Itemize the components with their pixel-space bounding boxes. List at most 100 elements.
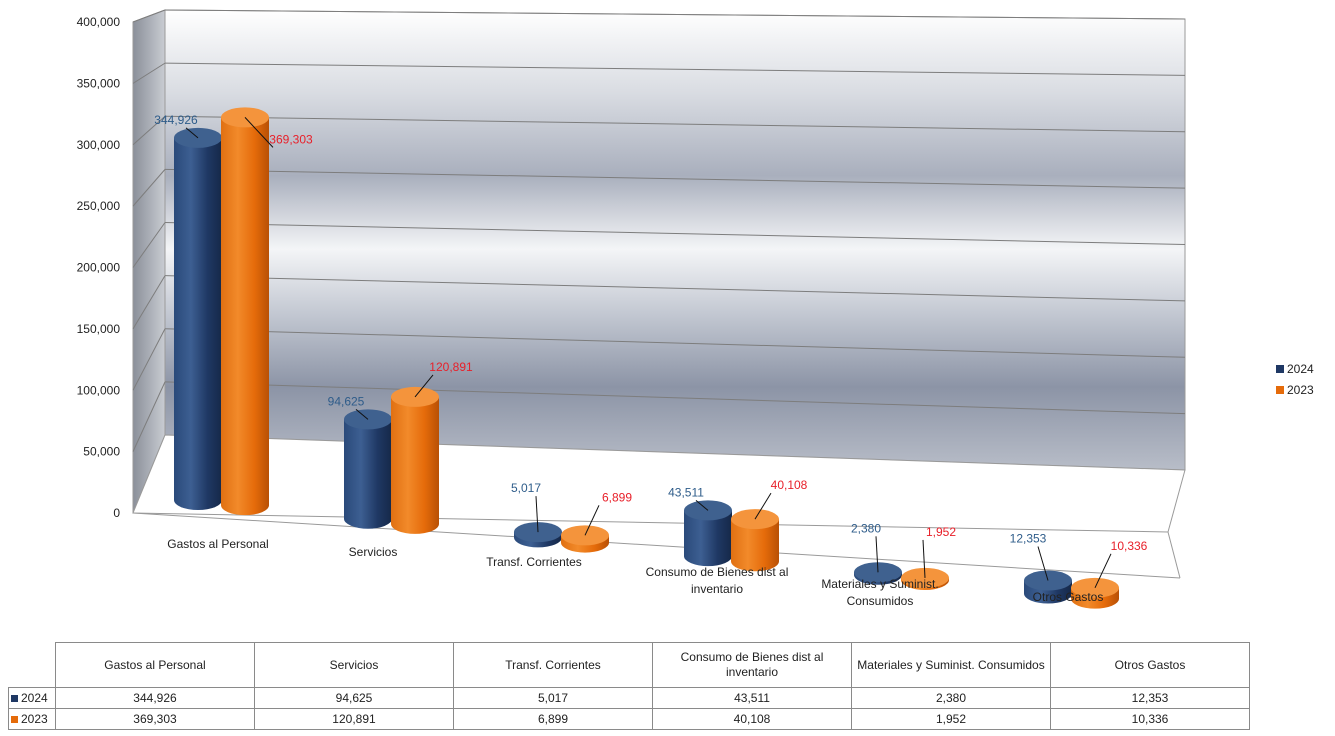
series-name: 2023 bbox=[21, 712, 48, 726]
floor-edge bbox=[1167, 531, 1181, 579]
bar-2024 bbox=[344, 419, 392, 529]
leader-line bbox=[584, 505, 600, 536]
y-tick-label: 150,000 bbox=[77, 322, 121, 336]
legend-item-2023: 2023 bbox=[1276, 379, 1314, 400]
gridline bbox=[164, 222, 1186, 245]
data-label-2024: 344,926 bbox=[154, 113, 198, 127]
legend-swatch-2023 bbox=[1276, 385, 1284, 394]
gridline bbox=[164, 62, 1186, 76]
gridline-side bbox=[132, 62, 166, 84]
table-row: 2023 369,303 120,891 6,899 40,108 1,952 … bbox=[8, 708, 1250, 730]
leader-line bbox=[535, 496, 539, 533]
series-swatch bbox=[11, 695, 18, 702]
table-cell: 5,017 bbox=[453, 687, 653, 709]
leader-line bbox=[1037, 546, 1049, 581]
gridline-side bbox=[132, 222, 166, 268]
bars bbox=[174, 107, 1119, 609]
x-axis-ticks: Gastos al Personal Servicios Transf. Corri… bbox=[167, 537, 1103, 608]
gridline bbox=[164, 275, 1186, 302]
gridline-side bbox=[132, 169, 166, 207]
table-header: Gastos al Personal bbox=[55, 642, 255, 688]
data-label-2024: 43,511 bbox=[668, 485, 704, 499]
gridline bbox=[164, 115, 1186, 133]
gridline bbox=[164, 9, 1186, 20]
data-label-2023: 6,899 bbox=[602, 490, 632, 504]
data-label-2024: 2,380 bbox=[851, 521, 881, 535]
table-cell: 40,108 bbox=[652, 708, 852, 730]
leader-line bbox=[695, 500, 709, 511]
data-label-2024: 94,625 bbox=[328, 394, 365, 408]
table-cell: 1,952 bbox=[851, 708, 1051, 730]
legend-item-2024: 2024 bbox=[1276, 358, 1314, 379]
table-header-row: Gastos al Personal Servicios Transf. Cor… bbox=[8, 642, 1250, 688]
bar-2024 bbox=[684, 510, 732, 567]
data-label-2023: 120,891 bbox=[429, 360, 473, 374]
gridline-side bbox=[132, 381, 166, 452]
leader-line bbox=[244, 117, 274, 148]
y-tick-label: 100,000 bbox=[77, 383, 121, 397]
series-cell-2023: 2023 bbox=[8, 708, 56, 730]
floor-front-edge bbox=[132, 512, 1181, 579]
table-corner bbox=[8, 642, 56, 688]
y-tick-label: 250,000 bbox=[77, 199, 121, 213]
y-tick-label: 0 bbox=[113, 506, 120, 520]
gridline-side bbox=[132, 115, 166, 146]
data-label-2023: 10,336 bbox=[1111, 539, 1148, 553]
data-label-2023: 40,108 bbox=[771, 478, 808, 492]
table-header: Transf. Corrientes bbox=[453, 642, 653, 688]
leader-line bbox=[875, 536, 879, 573]
leader-line bbox=[185, 127, 199, 139]
data-table: Gastos al Personal Servicios Transf. Cor… bbox=[8, 642, 1250, 730]
leader-line bbox=[754, 492, 772, 520]
table-cell: 6,899 bbox=[453, 708, 653, 730]
leader-line bbox=[355, 408, 369, 420]
data-label-2023: 369,303 bbox=[269, 132, 313, 146]
series-name: 2024 bbox=[21, 691, 48, 705]
y-tick-label: 350,000 bbox=[77, 76, 121, 90]
legend: 2024 2023 bbox=[1276, 358, 1314, 400]
table-cell: 369,303 bbox=[55, 708, 255, 730]
legend-swatch-2024 bbox=[1276, 364, 1284, 373]
gridline-side bbox=[132, 328, 166, 391]
table-header: Otros Gastos bbox=[1050, 642, 1250, 688]
leader-line bbox=[1094, 553, 1112, 589]
x-tick-label: Otros Gastos bbox=[1033, 590, 1104, 604]
chart-walls bbox=[132, 9, 1186, 579]
series-swatch bbox=[11, 716, 18, 723]
data-label-2024: 12,353 bbox=[1010, 532, 1047, 546]
x-tick-label: Consumo de Bienes dist al inventario bbox=[646, 565, 789, 596]
legend-label: 2024 bbox=[1287, 361, 1314, 376]
gridline-side bbox=[132, 275, 166, 330]
back-wall bbox=[164, 9, 1186, 471]
table-cell: 2,380 bbox=[851, 687, 1051, 709]
gridlines bbox=[132, 9, 1186, 452]
bar-2024 bbox=[174, 137, 222, 510]
x-tick-label: Transf. Corrientes bbox=[486, 555, 582, 569]
gridline bbox=[164, 381, 1186, 415]
bar-2023 bbox=[391, 396, 439, 534]
y-tick-label: 50,000 bbox=[83, 445, 120, 459]
y-tick-label: 400,000 bbox=[77, 15, 121, 29]
data-label-2023: 1,952 bbox=[926, 525, 956, 539]
table-cell: 344,926 bbox=[55, 687, 255, 709]
x-tick-label: Gastos al Personal bbox=[167, 537, 268, 551]
gridline bbox=[164, 168, 1186, 189]
bar-2023 bbox=[731, 519, 780, 572]
gridline bbox=[164, 328, 1186, 358]
table-cell: 120,891 bbox=[254, 708, 454, 730]
legend-label: 2023 bbox=[1287, 382, 1314, 397]
table-cell: 12,353 bbox=[1050, 687, 1250, 709]
table-header: Consumo de Bienes dist al inventario bbox=[652, 642, 852, 688]
y-tick-label: 200,000 bbox=[77, 261, 121, 275]
y-tick-label: 300,000 bbox=[77, 138, 121, 152]
table-header: Materiales y Suminist. Consumidos bbox=[851, 642, 1051, 688]
table-cell: 43,511 bbox=[652, 687, 852, 709]
leader-line bbox=[414, 374, 434, 398]
table-row: 2024 344,926 94,625 5,017 43,511 2,380 1… bbox=[8, 687, 1250, 709]
y-axis-ticks: 0 50,000 100,000 150,000 200,000 250,000 300,0… bbox=[77, 15, 121, 520]
chart-area: 0 50,000 100,000 150,000 200,000 250,000 300,0… bbox=[77, 9, 1314, 609]
x-tick-label: Materiales y Suminist. Consumidos bbox=[821, 577, 938, 608]
data-labels: 344,926 369,303 94,625 120,891 5,017 6,899 43,… bbox=[154, 113, 1148, 589]
chart-svg: 0 50,000 100,000 150,000 200,000 250,000 300,0… bbox=[77, 9, 1186, 609]
x-tick-label: Servicios bbox=[349, 545, 398, 559]
